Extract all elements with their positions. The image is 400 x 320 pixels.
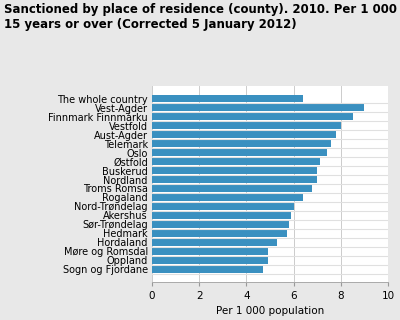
Bar [152, 113, 353, 120]
Bar [152, 131, 336, 138]
Bar [152, 212, 291, 219]
Bar [152, 221, 289, 228]
Bar [152, 203, 294, 210]
Bar [152, 167, 317, 174]
Bar [152, 176, 317, 183]
Bar [152, 194, 303, 201]
Bar [152, 140, 331, 147]
Bar [152, 95, 303, 102]
Bar [152, 185, 312, 192]
Bar [152, 266, 263, 273]
Bar [152, 230, 286, 237]
Bar [152, 122, 341, 129]
X-axis label: Per 1 000 population: Per 1 000 population [216, 306, 324, 316]
Bar [152, 257, 268, 264]
Bar [152, 104, 364, 111]
Bar [152, 158, 320, 165]
Text: Sanctioned by place of residence (county). 2010. Per 1 000 population
15 years o: Sanctioned by place of residence (county… [4, 3, 400, 31]
Bar [152, 149, 327, 156]
Bar [152, 239, 277, 246]
Bar [152, 248, 268, 255]
